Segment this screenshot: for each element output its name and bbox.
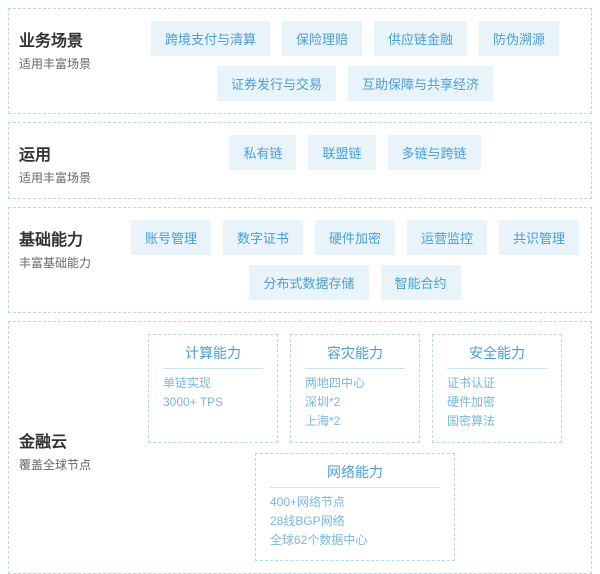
section-subtitle: 适用丰富场景 xyxy=(19,169,129,186)
chip: 供应链金融 xyxy=(374,21,467,56)
section-header: 业务场景 适用丰富场景 xyxy=(19,21,129,72)
chip: 联盟链 xyxy=(308,135,375,170)
section-header: 运用 适用丰富场景 xyxy=(19,135,129,186)
chip-container: 跨境支付与清算 保险理赔 供应链金融 防伪溯源 证券发行与交易 互助保障与共享经… xyxy=(129,21,581,101)
chip: 数字证书 xyxy=(223,220,303,255)
chip: 分布式数据存储 xyxy=(249,265,368,300)
chip-container: 账号管理 数字证书 硬件加密 运营监控 共识管理 分布式数据存储 智能合约 xyxy=(129,220,581,300)
cloud-box-line: 400+网络节点 xyxy=(270,493,440,512)
cloud-box-title: 网络能力 xyxy=(270,462,440,488)
cloud-box-line: 国密算法 xyxy=(447,412,547,431)
cloud-box-line: 深圳*2 xyxy=(305,393,405,412)
chip: 运营监控 xyxy=(407,220,487,255)
cloud-box-title: 容灾能力 xyxy=(305,343,405,369)
section-cloud: 金融云 覆盖全球节点 计算能力 单链实现 3000+ TPS 容灾能力 两地四中… xyxy=(8,321,592,574)
chip: 保险理赔 xyxy=(282,21,362,56)
section-title: 业务场景 xyxy=(19,27,129,51)
cloud-box-line: 3000+ TPS xyxy=(163,393,263,412)
cloud-box-line: 上海*2 xyxy=(305,412,405,431)
cloud-row-top: 计算能力 单链实现 3000+ TPS 容灾能力 两地四中心 深圳*2 上海*2… xyxy=(129,334,581,443)
chip: 硬件加密 xyxy=(315,220,395,255)
cloud-box-title: 安全能力 xyxy=(447,343,547,369)
section-header: 金融云 覆盖全球节点 xyxy=(19,422,129,473)
cloud-box-line: 硬件加密 xyxy=(447,393,547,412)
section-subtitle: 覆盖全球节点 xyxy=(19,456,129,473)
cloud-box-disaster: 容灾能力 两地四中心 深圳*2 上海*2 xyxy=(290,334,420,443)
chip: 跨境支付与清算 xyxy=(151,21,270,56)
section-title: 基础能力 xyxy=(19,226,129,250)
cloud-box-line: 证书认证 xyxy=(447,374,547,393)
section-capability: 基础能力 丰富基础能力 账号管理 数字证书 硬件加密 运营监控 共识管理 分布式… xyxy=(8,207,592,313)
chip: 账号管理 xyxy=(131,220,211,255)
cloud-box-line: 28线BGP网络 xyxy=(270,512,440,531)
cloud-box-compute: 计算能力 单链实现 3000+ TPS xyxy=(148,334,278,443)
chip: 共识管理 xyxy=(499,220,579,255)
chip: 私有链 xyxy=(229,135,296,170)
chip: 多链与跨链 xyxy=(388,135,481,170)
chip-container: 私有链 联盟链 多链与跨链 xyxy=(129,135,581,170)
cloud-row-bottom: 网络能力 400+网络节点 28线BGP网络 全球62个数据中心 xyxy=(129,453,581,562)
cloud-box-line: 两地四中心 xyxy=(305,374,405,393)
cloud-box-title: 计算能力 xyxy=(163,343,263,369)
cloud-box-security: 安全能力 证书认证 硬件加密 国密算法 xyxy=(432,334,562,443)
section-subtitle: 适用丰富场景 xyxy=(19,55,129,72)
chip: 证券发行与交易 xyxy=(217,66,336,101)
section-title: 运用 xyxy=(19,141,129,165)
section-usage: 运用 适用丰富场景 私有链 联盟链 多链与跨链 xyxy=(8,122,592,199)
section-subtitle: 丰富基础能力 xyxy=(19,254,129,271)
chip: 防伪溯源 xyxy=(479,21,559,56)
cloud-grid: 计算能力 单链实现 3000+ TPS 容灾能力 两地四中心 深圳*2 上海*2… xyxy=(129,334,581,561)
section-header: 基础能力 丰富基础能力 xyxy=(19,220,129,271)
chip: 互助保障与共享经济 xyxy=(348,66,493,101)
cloud-box-line: 单链实现 xyxy=(163,374,263,393)
cloud-box-network: 网络能力 400+网络节点 28线BGP网络 全球62个数据中心 xyxy=(255,453,455,562)
cloud-box-line: 全球62个数据中心 xyxy=(270,531,440,550)
section-business: 业务场景 适用丰富场景 跨境支付与清算 保险理赔 供应链金融 防伪溯源 证券发行… xyxy=(8,8,592,114)
chip: 智能合约 xyxy=(381,265,461,300)
section-title: 金融云 xyxy=(19,428,129,452)
